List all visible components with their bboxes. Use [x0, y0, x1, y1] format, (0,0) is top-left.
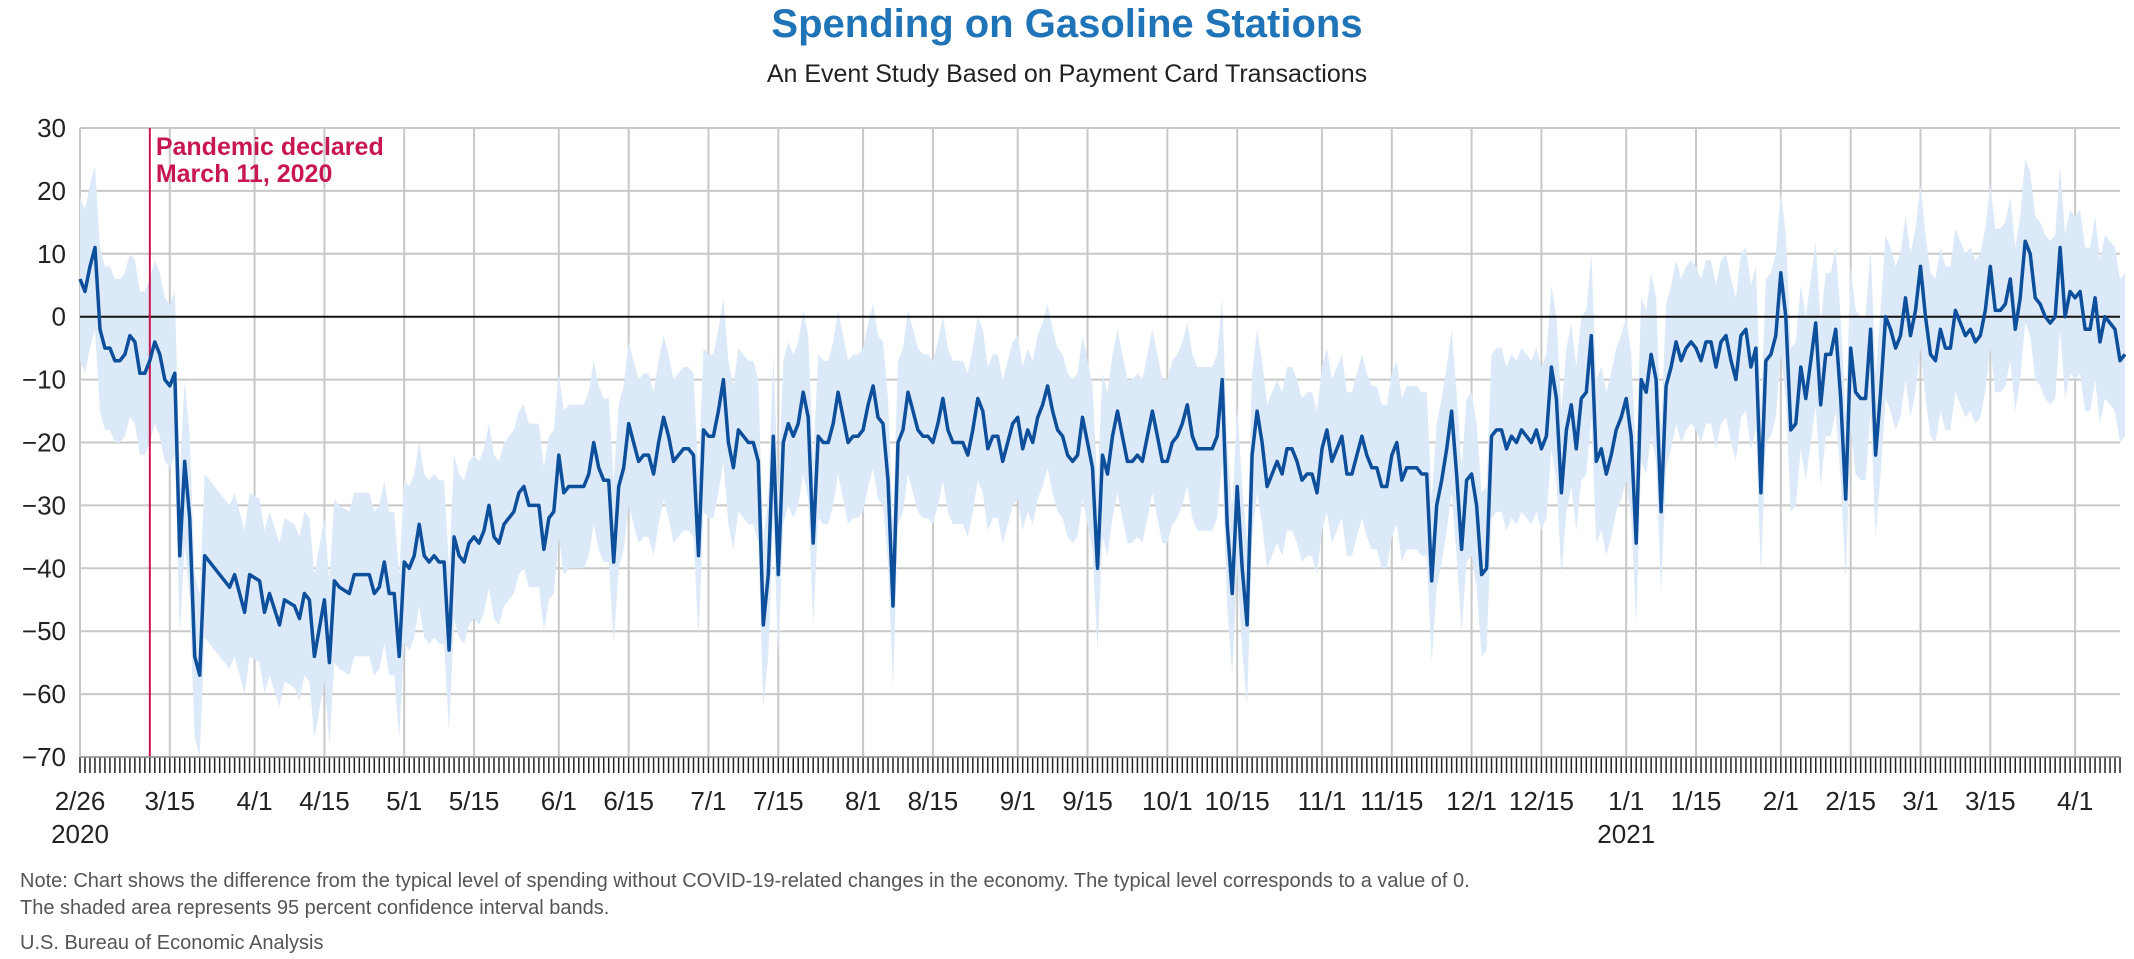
y-tick-label: −20: [22, 428, 66, 458]
x-tick-label: 6/1: [541, 786, 577, 816]
x-axis-ticks: [79, 756, 2121, 773]
x-tick-label: 11/1: [1298, 786, 1347, 816]
x-tick-label: 9/1: [1000, 786, 1036, 816]
x-tick-label: 3/15: [144, 786, 195, 816]
y-tick-label: 20: [37, 176, 66, 206]
x-tick-label: 7/1: [690, 786, 726, 816]
chart-note: Note: Chart shows the difference from th…: [20, 868, 1470, 922]
y-tick-label: 30: [37, 113, 66, 143]
y-tick-label: −70: [22, 742, 66, 772]
x-tick-label: 11/15: [1360, 786, 1423, 816]
x-tick-label: 7/15: [753, 786, 804, 816]
pandemic-annotation-line2: March 11, 2020: [156, 160, 333, 188]
x-tick-label: 12/1: [1446, 786, 1497, 816]
x-tick-label: 9/15: [1062, 786, 1113, 816]
x-tick-label: 5/1: [386, 786, 422, 816]
chart-subtitle: An Event Study Based on Payment Card Tra…: [766, 60, 1368, 88]
x-tick-label: 4/1: [2057, 786, 2093, 816]
x-tick-label: 4/1: [236, 786, 272, 816]
pandemic-annotation-line1: Pandemic declared: [156, 133, 384, 161]
x-tick-label: 1/1: [1608, 786, 1644, 816]
x-tick-label: 4/15: [299, 786, 350, 816]
chart-title: Spending on Gasoline Stations: [771, 2, 1363, 46]
y-tick-label: 0: [52, 302, 66, 332]
x-tick-label: 2/15: [1825, 786, 1876, 816]
note-line-2: The shaded area represents 95 percent co…: [20, 897, 610, 919]
y-tick-label: −30: [22, 490, 66, 520]
note-line-1: Note: Chart shows the difference from th…: [20, 870, 1470, 892]
y-tick-label: −50: [22, 616, 66, 646]
x-year-label: 2021: [1597, 819, 1655, 849]
x-tick-label: 3/15: [1965, 786, 2016, 816]
x-tick-label: 5/15: [449, 786, 500, 816]
x-tick-label: 2/1: [1763, 786, 1799, 816]
daily-tick-marks: [79, 757, 2121, 773]
x-year-label: 2020: [51, 819, 109, 849]
axis-labels: 3020100−10−20−30−40−50−60−702/2620203/15…: [22, 113, 2093, 849]
x-tick-label: 3/1: [1902, 786, 1938, 816]
x-tick-label: 10/1: [1142, 786, 1193, 816]
x-tick-label: 10/15: [1205, 786, 1270, 816]
spending-series-line: [78, 239, 2127, 677]
x-tick-label: 8/15: [908, 786, 959, 816]
y-tick-label: −60: [22, 679, 66, 709]
x-tick-label: 6/15: [603, 786, 654, 816]
y-tick-label: 10: [37, 239, 66, 269]
x-tick-label: 1/15: [1671, 786, 1722, 816]
y-tick-label: −10: [22, 365, 66, 395]
x-tick-label: 2/26: [55, 786, 106, 816]
source-credit: U.S. Bureau of Economic Analysis: [20, 932, 324, 954]
y-tick-label: −40: [22, 553, 66, 583]
x-tick-label: 12/15: [1509, 786, 1574, 816]
x-tick-label: 8/1: [845, 786, 881, 816]
